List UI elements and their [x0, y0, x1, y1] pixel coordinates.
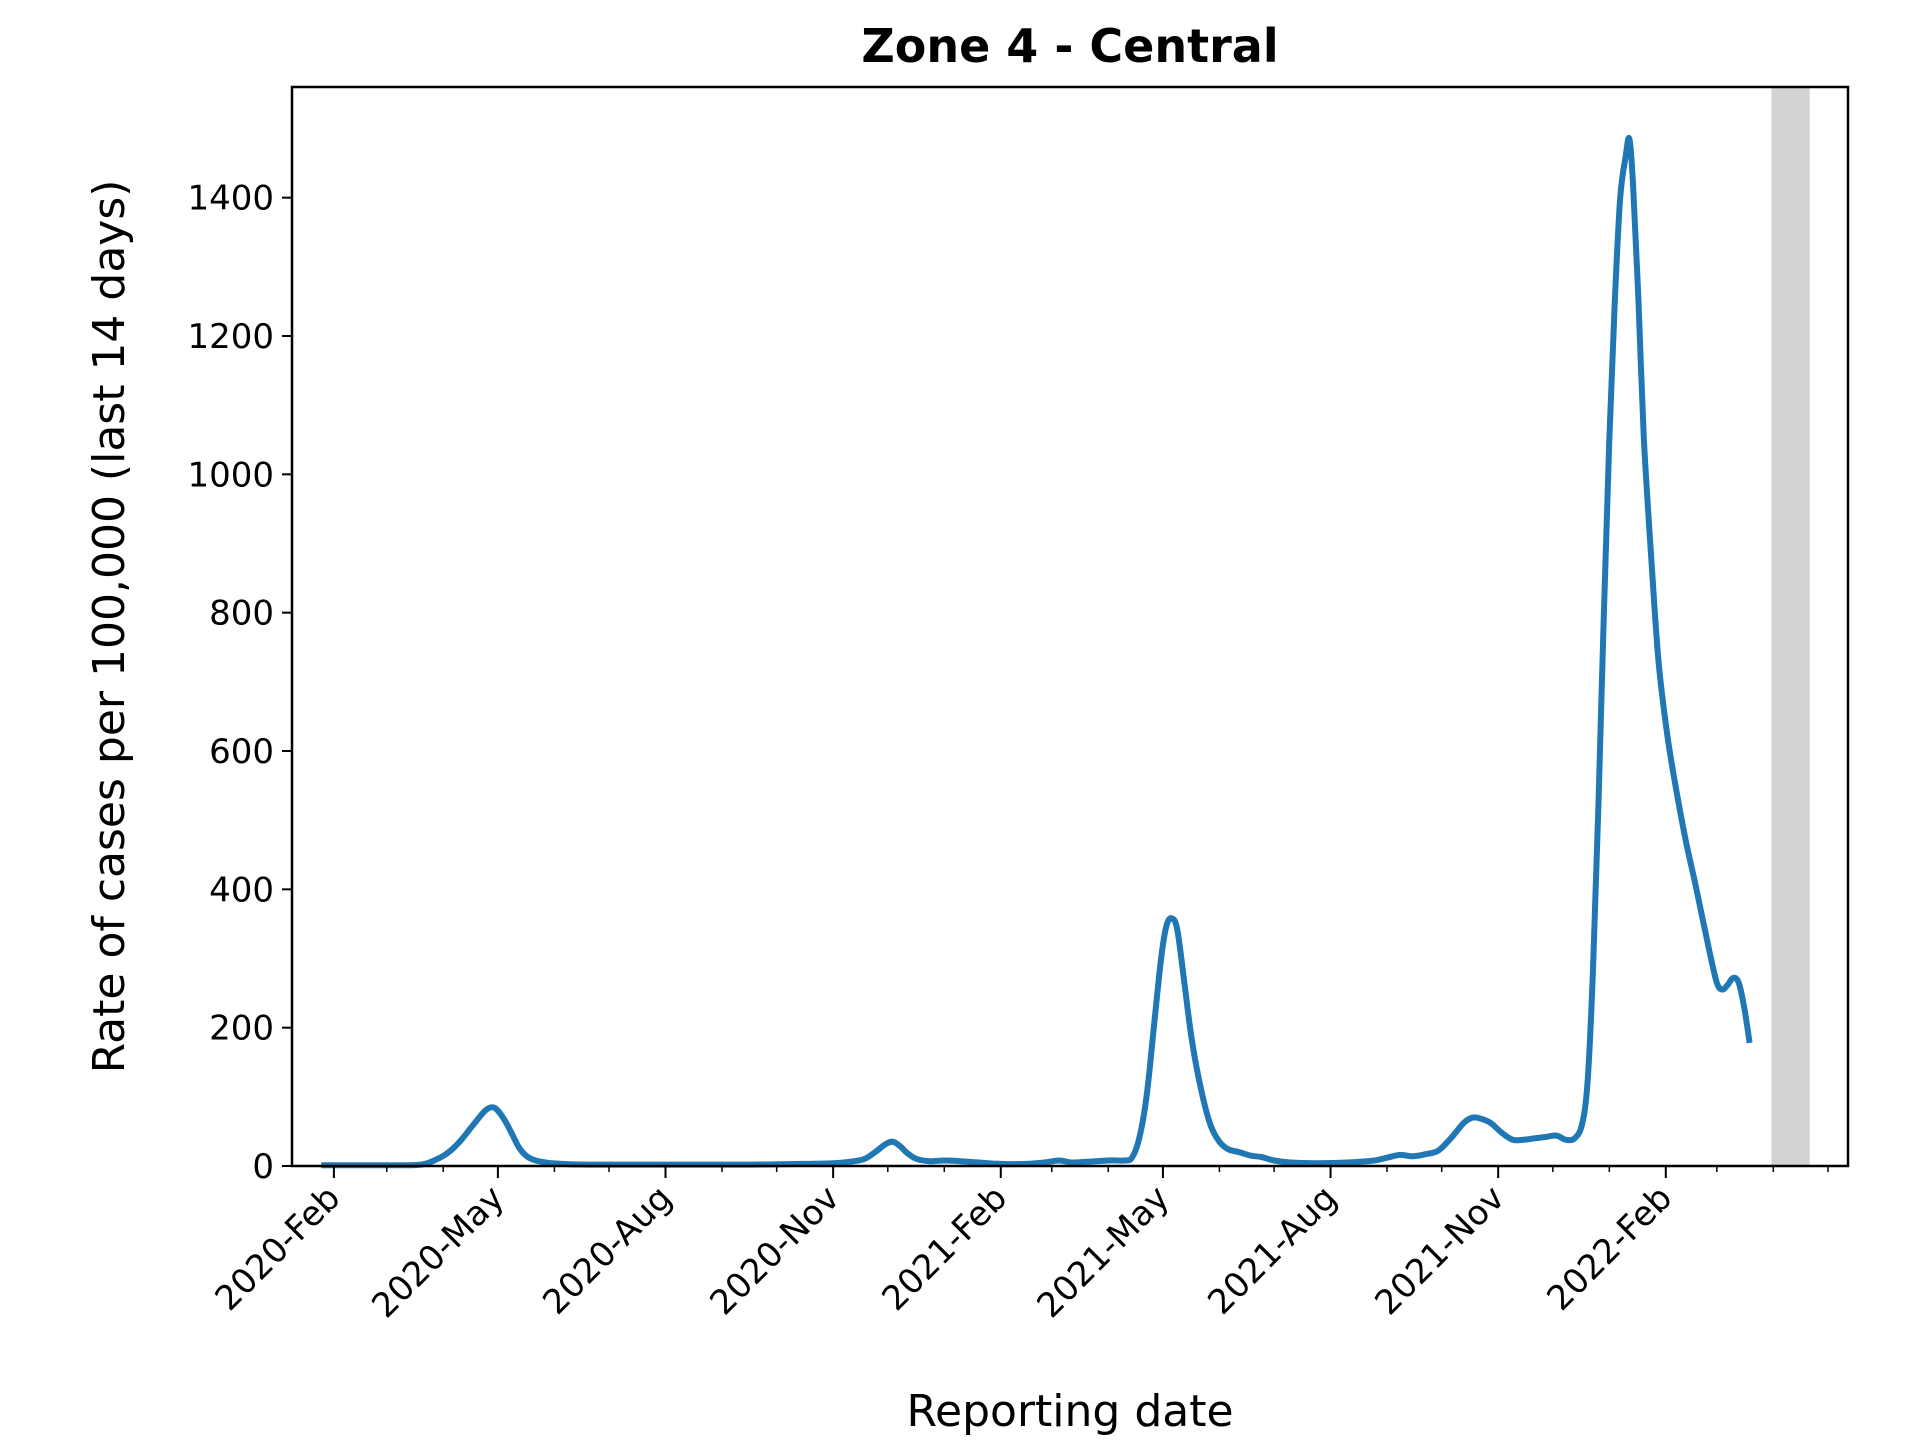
plot-frame: [290, 85, 1850, 1168]
y-tick-label: 0: [252, 1147, 274, 1187]
x-axis-label: Reporting date: [906, 1386, 1233, 1437]
y-tick-label: 200: [209, 1009, 274, 1049]
y-tick-label: 1000: [187, 455, 274, 495]
y-tick-label: 800: [209, 594, 274, 634]
series-line: [321, 134, 1753, 1169]
y-axis-label: Rate of cases per 100,000 (last 14 days): [84, 180, 135, 1074]
shaded-region-layer: [1771, 87, 1810, 1166]
y-axis: 0 200 400 600 800 1000 1200 1400: [187, 179, 292, 1187]
y-tick-label: 1200: [187, 317, 274, 357]
chart-title: Zone 4 - Central: [861, 19, 1278, 73]
y-tick-label: 400: [209, 870, 274, 910]
y-tick-label: 600: [209, 732, 274, 772]
series-layer: [321, 134, 1753, 1169]
shaded-region: [1771, 87, 1810, 1166]
y-tick-label: 1400: [187, 179, 274, 219]
